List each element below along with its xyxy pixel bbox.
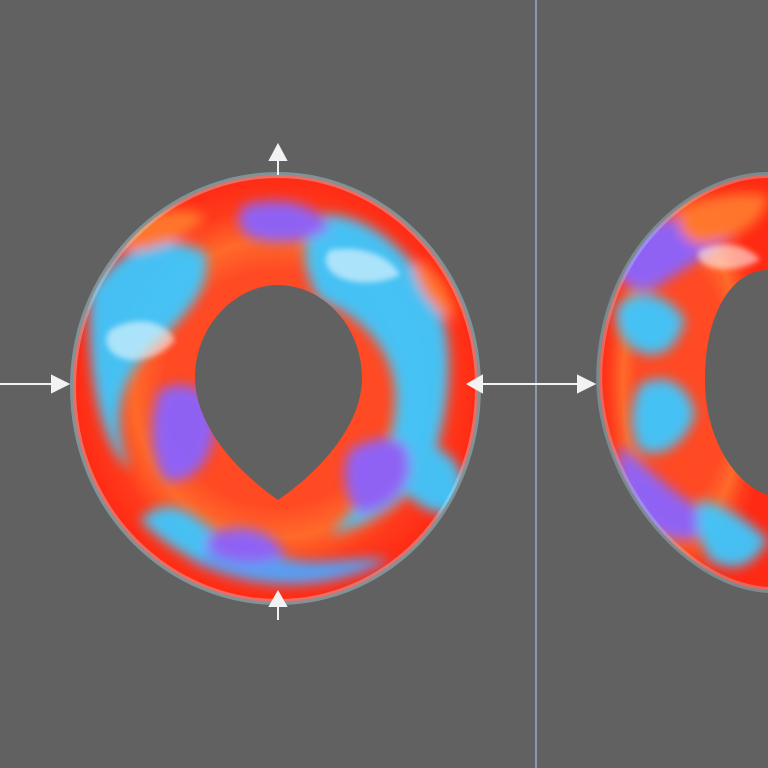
arrow-icon — [268, 589, 288, 620]
annotation-arrows — [0, 142, 597, 620]
arrow-icon — [0, 374, 71, 394]
torus-right-rim — [596, 172, 768, 593]
marbled-torus-left — [69, 171, 482, 606]
torus-left-marbling — [89, 201, 463, 585]
arrow-icon — [268, 142, 288, 175]
marbled-torus-right — [596, 172, 768, 593]
double-arrow-icon — [465, 374, 597, 394]
